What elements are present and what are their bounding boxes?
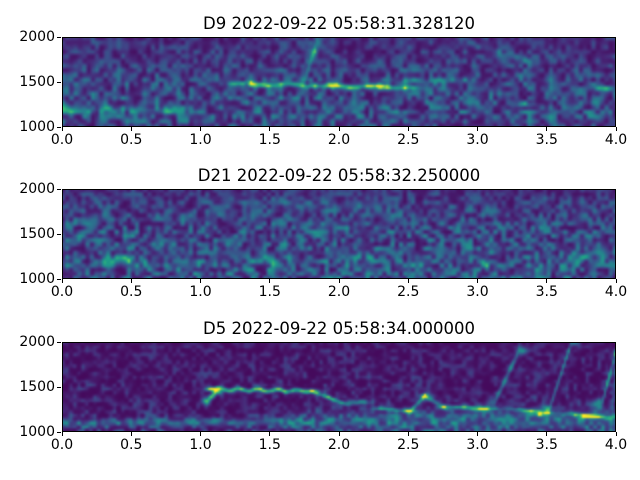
y-tick-label: 1500: [19, 74, 55, 90]
x-tick: [407, 432, 409, 436]
x-tick-label: 1.0: [189, 437, 212, 453]
y-tick: [57, 126, 61, 128]
y-tick: [57, 233, 61, 235]
x-tick: [546, 432, 548, 436]
y-tick-label: 1000: [19, 119, 55, 135]
x-tick: [615, 432, 617, 436]
x-tick: [615, 279, 617, 283]
axes-area: [62, 37, 616, 127]
x-tick: [269, 127, 271, 131]
x-tick-label: 1.5: [258, 437, 281, 453]
x-tick: [407, 127, 409, 131]
page-title: D21 2022-09-22 05:58:32.250000: [197, 166, 481, 185]
x-tick: [200, 127, 201, 131]
x-tick: [546, 279, 548, 283]
y-tick: [57, 431, 61, 433]
y-tick-label: 2000: [19, 181, 55, 197]
spectrogram-canvas: [62, 342, 616, 432]
x-tick-label: 3.0: [466, 132, 489, 148]
x-tick-label: 1.0: [189, 284, 212, 300]
x-tick: [338, 279, 340, 283]
x-tick-label: 2.0: [327, 437, 351, 453]
x-tick-label: 4.0: [604, 284, 628, 300]
x-tick: [477, 432, 478, 436]
spectrogram-canvas: [62, 189, 616, 279]
y-tick-label: 2000: [19, 29, 55, 45]
y-tick: [57, 81, 61, 83]
y-tick: [57, 36, 61, 38]
page-title: D9 2022-09-22 05:58:31.328120: [203, 14, 475, 33]
x-tick-label: 0.5: [120, 284, 143, 300]
x-tick-label: 4.0: [604, 132, 628, 148]
x-tick-label: 2.0: [327, 132, 351, 148]
x-tick-label: 1.5: [258, 132, 281, 148]
x-tick: [130, 279, 132, 283]
y-tick-label: 1500: [19, 226, 55, 242]
page-title: D5 2022-09-22 05:58:34.000000: [203, 319, 475, 338]
x-tick-label: 3.5: [535, 437, 558, 453]
y-tick: [57, 386, 61, 388]
x-tick-label: 3.0: [466, 437, 489, 453]
y-tick-label: 1000: [19, 271, 55, 287]
x-tick: [477, 127, 478, 131]
y-tick: [57, 278, 61, 280]
x-tick-label: 1.0: [189, 132, 212, 148]
x-tick-label: 4.0: [604, 437, 628, 453]
x-tick-label: 0.5: [120, 132, 143, 148]
x-tick: [200, 432, 201, 436]
y-tick: [57, 188, 61, 190]
x-tick-label: 2.5: [397, 132, 420, 148]
y-tick-label: 2000: [19, 334, 55, 350]
x-tick-label: 3.5: [535, 284, 558, 300]
x-tick-label: 2.0: [327, 284, 351, 300]
x-tick: [130, 127, 132, 131]
x-tick: [338, 127, 340, 131]
axes-area: [62, 189, 616, 279]
y-tick-label: 1500: [19, 379, 55, 395]
x-tick-label: 0.0: [50, 437, 74, 453]
x-tick: [130, 432, 132, 436]
x-tick: [269, 432, 271, 436]
x-tick: [615, 127, 617, 131]
x-tick: [546, 127, 548, 131]
x-tick-label: 0.0: [50, 132, 74, 148]
y-tick: [57, 341, 61, 343]
y-tick-label: 1000: [19, 424, 55, 440]
x-tick-label: 0.5: [120, 437, 143, 453]
x-tick: [477, 279, 478, 283]
spectrogram-canvas: [62, 37, 616, 127]
x-tick-label: 2.5: [397, 437, 420, 453]
x-tick: [338, 432, 340, 436]
axes-area: [62, 342, 616, 432]
x-tick: [61, 432, 63, 436]
x-tick: [200, 279, 201, 283]
x-tick-label: 2.5: [397, 284, 420, 300]
x-tick: [269, 279, 271, 283]
x-tick: [61, 279, 63, 283]
x-tick-label: 0.0: [50, 284, 74, 300]
x-tick: [61, 127, 63, 131]
x-tick-label: 3.5: [535, 132, 558, 148]
x-tick-label: 3.0: [466, 284, 489, 300]
x-tick-label: 1.5: [258, 284, 281, 300]
x-tick: [407, 279, 409, 283]
